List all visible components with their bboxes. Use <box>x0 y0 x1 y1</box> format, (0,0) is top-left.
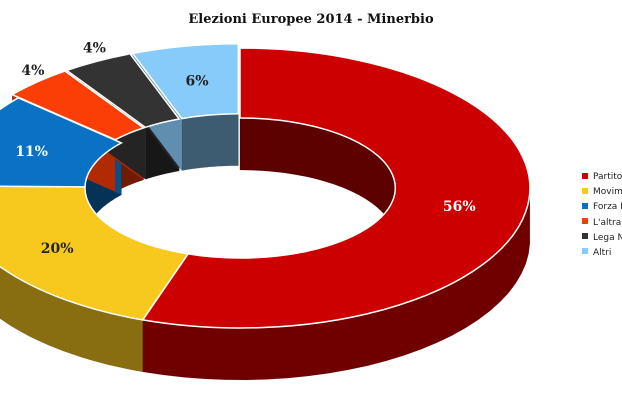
legend-label-1: Movime <box>593 187 622 198</box>
slice-label-0: 56% <box>443 199 476 215</box>
legend-label-4: Lega No <box>593 232 622 243</box>
slice-labels: 56% 20% 11% 4% 4% 6% <box>15 41 475 257</box>
legend-item-3: L'altra I <box>582 216 622 231</box>
legend-item-0: Partito <box>582 170 622 185</box>
slice-label-5: 6% <box>185 74 208 90</box>
slice-1 <box>0 185 190 321</box>
slice-5 <box>131 42 240 120</box>
legend-swatch-3 <box>582 218 588 225</box>
legend-swatch-5 <box>582 248 588 255</box>
slice-inner-side-5 <box>181 113 239 171</box>
legend-swatch-4 <box>582 233 588 240</box>
legend-item-1: Movime <box>582 185 622 200</box>
slice-4 <box>65 52 181 129</box>
legend-swatch-0 <box>582 172 588 179</box>
legend-item-4: Lega No <box>582 231 622 246</box>
legend: Partito Movime Forza It L'altra I Lega No Alt… <box>582 170 622 261</box>
slice-label-4: 4% <box>83 41 106 57</box>
legend-label-0: Partito <box>593 172 622 182</box>
legend-item-5: Altri <box>582 246 622 261</box>
legend-label-5: Altri <box>593 247 612 258</box>
donut-tops <box>0 42 531 329</box>
legend-swatch-2 <box>582 202 588 209</box>
slice-0 <box>141 47 531 329</box>
slice-label-2: 11% <box>15 144 48 160</box>
slice-label-3: 4% <box>21 63 44 79</box>
legend-label-3: L'altra I <box>593 217 622 228</box>
slice-label-1: 20% <box>41 241 74 257</box>
legend-item-2: Forza It <box>582 200 622 215</box>
chart-title: Elezioni Europee 2014 - Minerbio <box>188 12 434 27</box>
legend-label-2: Forza It <box>593 202 622 213</box>
slice-3 <box>10 70 146 141</box>
legend-swatch-1 <box>582 187 588 194</box>
